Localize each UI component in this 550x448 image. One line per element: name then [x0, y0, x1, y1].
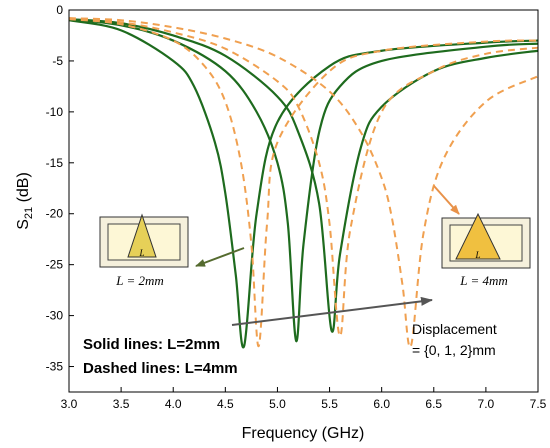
- x-tick-label: 3.0: [61, 397, 78, 411]
- x-tick-label: 6.5: [425, 397, 442, 411]
- displacement-note-line1: Displacement: [412, 321, 497, 337]
- solid-lines-note: Solid lines: L=2mm: [83, 336, 220, 353]
- inset-left-label: L = 2mm: [115, 273, 164, 288]
- displacement-note-line2: = {0, 1, 2}mm: [412, 342, 496, 358]
- x-tick-label: 3.5: [113, 397, 130, 411]
- y-tick-label: 0: [56, 3, 63, 17]
- arrow-right: [433, 185, 460, 215]
- inset-right-label: L = 4mm: [459, 273, 508, 288]
- y-tick-label: -20: [46, 207, 64, 221]
- x-tick-label: 6.0: [373, 397, 390, 411]
- y-tick-label: -35: [46, 360, 64, 374]
- arrow-left: [195, 247, 245, 267]
- y-axis-title: S21 (dB): [15, 172, 35, 230]
- inset-left-symbol: L: [138, 248, 144, 258]
- x-axis-title: Frequency (GHz): [242, 425, 365, 442]
- triangle-icon: [127, 213, 157, 258]
- dashed-lines-note: Dashed lines: L=4mm: [83, 360, 238, 377]
- x-tick-label: 4.0: [165, 397, 182, 411]
- curves-group: [68, 17, 539, 349]
- solid-curve-1: [68, 19, 539, 349]
- inset-right: L L = 4mm: [441, 212, 531, 288]
- y-tick-label: -5: [52, 54, 63, 68]
- x-tick-label: 4.5: [217, 397, 234, 411]
- triangle-icon: [455, 212, 501, 260]
- solid-curve-2: [68, 18, 539, 343]
- solid-curve-3: [68, 18, 539, 333]
- x-tick-label: 5.0: [269, 397, 286, 411]
- x-tick-label: 7.0: [478, 397, 495, 411]
- y-tick-label: -25: [46, 258, 64, 272]
- y-tick-label: -10: [46, 105, 64, 119]
- x-axis: 3.0 3.5 4.0 4.5 5.0 5.5 6.0 6.5 7.0 7.5: [61, 387, 547, 411]
- plot-frame: [68, 9, 539, 393]
- y-tick-label: -30: [46, 309, 64, 323]
- dashed-curve-4: [68, 18, 539, 348]
- arrow-long: [231, 296, 433, 326]
- dashed-curve-5: [68, 17, 539, 337]
- dashed-curve-6: [68, 17, 539, 348]
- inset-left: L L = 2mm: [99, 213, 189, 288]
- x-tick-label: 7.5: [530, 397, 547, 411]
- inset-right-symbol: L: [474, 250, 480, 260]
- y-tick-label: -15: [46, 156, 64, 170]
- x-tick-label: 5.5: [321, 397, 338, 411]
- y-axis: 0 -5 -10 -15 -20 -25 -30 -35: [46, 3, 74, 374]
